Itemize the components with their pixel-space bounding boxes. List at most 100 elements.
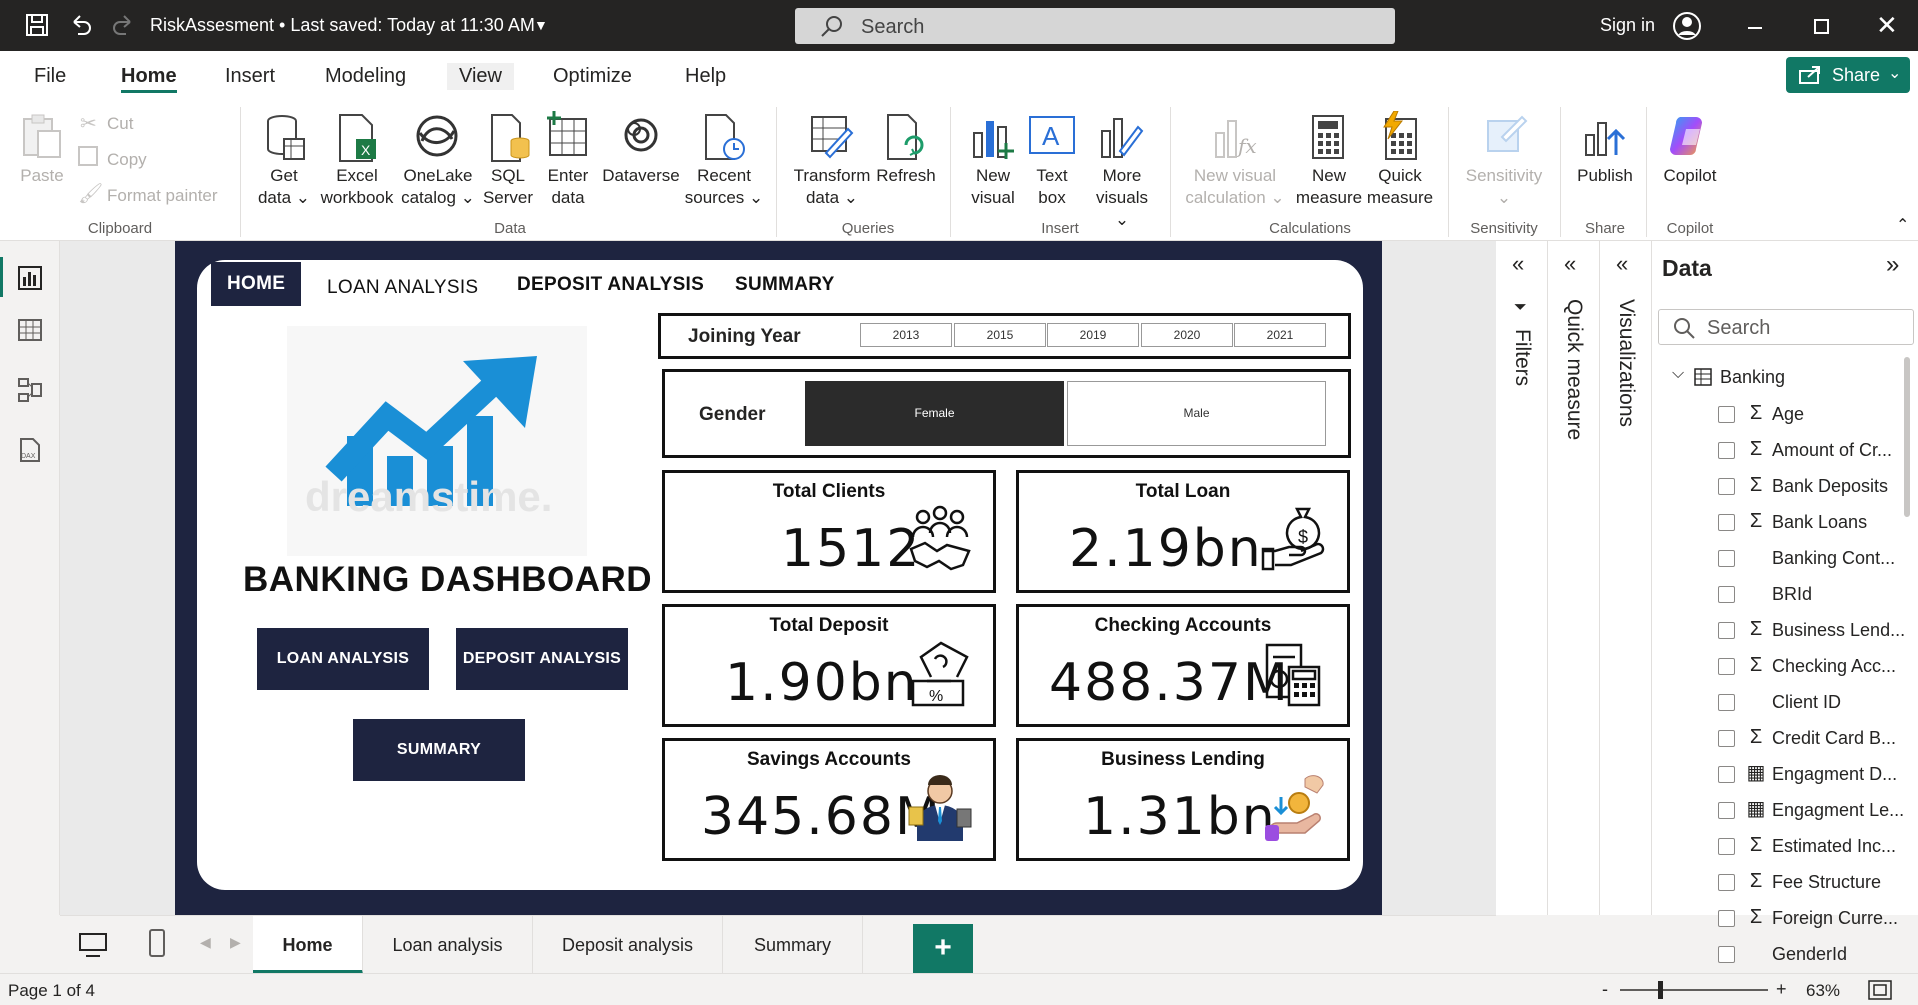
nav-tab-loan-analysis[interactable]: LOAN ANALYSIS xyxy=(327,277,479,298)
page-tab-loan-analysis[interactable]: Loan analysis xyxy=(363,916,533,974)
menu-file[interactable]: File xyxy=(34,65,67,87)
expand-filters-icon[interactable]: « xyxy=(1512,251,1525,276)
nav-tab-deposit-analysis[interactable]: DEPOSIT ANALYSIS xyxy=(517,274,705,295)
redo-icon[interactable] xyxy=(110,12,136,38)
field-checkbox[interactable] xyxy=(1718,586,1735,603)
collapse-data-pane-icon[interactable]: » xyxy=(1886,251,1900,278)
group-queries: Queries xyxy=(841,220,895,237)
maximize-icon[interactable] xyxy=(1814,19,1829,34)
field-checkbox[interactable] xyxy=(1718,478,1735,495)
sign-in-link[interactable]: Sign in xyxy=(1600,15,1656,35)
table-view-icon[interactable] xyxy=(17,317,43,343)
year-chip-2013[interactable]: 2013 xyxy=(860,323,952,347)
year-chip-2020[interactable]: 2020 xyxy=(1141,323,1233,347)
field-item[interactable]: GenderId xyxy=(1652,938,1918,972)
zoom-slider-thumb[interactable] xyxy=(1658,981,1663,999)
zoom-out-button[interactable]: - xyxy=(1602,979,1608,999)
field-item[interactable]: BRId xyxy=(1652,578,1918,612)
year-chip-2021[interactable]: 2021 xyxy=(1234,323,1326,347)
zoom-in-button[interactable]: + xyxy=(1776,979,1787,999)
field-name: BRId xyxy=(1772,584,1813,604)
quick-measure-pane-collapsed[interactable]: « Quick measure xyxy=(1548,241,1600,915)
field-item[interactable]: Σ Checking Acc... xyxy=(1652,650,1918,684)
field-checkbox[interactable] xyxy=(1718,730,1735,747)
search-box[interactable]: Search xyxy=(795,8,1395,44)
zoom-level[interactable]: 63% xyxy=(1806,981,1841,1000)
field-item[interactable]: Σ Age xyxy=(1652,398,1918,432)
title-dropdown-icon[interactable]: ▼ xyxy=(534,17,548,33)
share-button[interactable]: Share ⌄ xyxy=(1786,57,1910,93)
menu-view[interactable]: View xyxy=(447,63,514,90)
filters-pane-collapsed[interactable]: « ⏷ Filters xyxy=(1496,241,1548,915)
desktop-layout-icon[interactable] xyxy=(78,932,108,958)
nav-tab-summary[interactable]: SUMMARY xyxy=(735,274,835,295)
save-icon[interactable] xyxy=(24,12,50,38)
field-checkbox[interactable] xyxy=(1718,838,1735,855)
gender-option-male[interactable]: Male xyxy=(1067,381,1326,446)
field-checkbox[interactable] xyxy=(1718,442,1735,459)
more-visuals-label: More visuals ⌄ xyxy=(1090,165,1154,231)
expand-visualizations-icon[interactable]: « xyxy=(1616,251,1629,276)
field-item[interactable]: Σ Business Lend... xyxy=(1652,614,1918,648)
field-item[interactable]: Σ Estimated Inc... xyxy=(1652,830,1918,864)
dax-query-view-icon[interactable]: DAX xyxy=(17,437,43,463)
visualizations-pane-collapsed[interactable]: « Visualizations xyxy=(1600,241,1652,915)
year-chip-2015[interactable]: 2015 xyxy=(954,323,1046,347)
close-icon[interactable]: ✕ xyxy=(1876,10,1898,40)
deposit-analysis-button[interactable]: DEPOSIT ANALYSIS xyxy=(456,628,628,690)
expand-quick-measure-icon[interactable]: « xyxy=(1564,251,1577,276)
field-checkbox[interactable] xyxy=(1718,766,1735,783)
field-item[interactable]: Σ Bank Deposits xyxy=(1652,470,1918,504)
page-tab-summary[interactable]: Summary xyxy=(723,916,863,974)
field-item[interactable]: Banking Cont... xyxy=(1652,542,1918,576)
field-item[interactable]: ▦ Engagment D... xyxy=(1652,758,1918,792)
field-item[interactable]: Σ Amount of Cr... xyxy=(1652,434,1918,468)
field-checkbox[interactable] xyxy=(1718,694,1735,711)
menu-insert[interactable]: Insert xyxy=(225,65,276,87)
menu-home[interactable]: Home xyxy=(121,63,177,93)
data-pane-scrollbar[interactable] xyxy=(1904,357,1910,517)
menu-optimize[interactable]: Optimize xyxy=(553,65,632,87)
field-checkbox[interactable] xyxy=(1718,874,1735,891)
field-item[interactable]: Σ Credit Card B... xyxy=(1652,722,1918,756)
menu-help[interactable]: Help xyxy=(685,65,727,87)
field-checkbox[interactable] xyxy=(1718,946,1735,963)
model-view-icon[interactable] xyxy=(17,377,43,403)
table-banking[interactable]: ⌵ Banking xyxy=(1652,361,1918,395)
minimize-icon[interactable] xyxy=(1748,27,1762,29)
ribbon-collapse-icon[interactable]: ⌃ xyxy=(1896,217,1910,234)
data-search-input[interactable]: Search xyxy=(1658,309,1914,345)
field-item[interactable]: Σ Fee Structure xyxy=(1652,866,1918,900)
card-total-deposit: Total Deposit 1.90bn % xyxy=(662,604,996,727)
field-checkbox[interactable] xyxy=(1718,406,1735,423)
field-checkbox[interactable] xyxy=(1718,802,1735,819)
field-item[interactable]: ▦ Engagment Le... xyxy=(1652,794,1918,828)
undo-icon[interactable] xyxy=(68,12,94,38)
menu-modeling[interactable]: Modeling xyxy=(325,65,407,87)
table-expand-chevron-icon[interactable]: ⌵ xyxy=(1672,365,1685,382)
add-page-button[interactable]: + xyxy=(913,924,973,974)
field-checkbox[interactable] xyxy=(1718,550,1735,567)
account-icon[interactable] xyxy=(1672,11,1702,41)
page-tab-home[interactable]: Home xyxy=(253,916,363,974)
report-view-icon[interactable] xyxy=(17,265,43,291)
field-item[interactable]: Σ Foreign Curre... xyxy=(1652,902,1918,936)
field-item[interactable]: Client ID xyxy=(1652,686,1918,720)
year-chip-2019[interactable]: 2019 xyxy=(1047,323,1139,347)
field-checkbox[interactable] xyxy=(1718,910,1735,927)
field-checkbox[interactable] xyxy=(1718,622,1735,639)
mobile-layout-icon[interactable] xyxy=(148,928,166,958)
nav-tab-home[interactable]: HOME xyxy=(211,262,302,306)
status-bar: Page 1 of 4 - + 63% xyxy=(0,973,1918,1005)
fit-to-page-icon[interactable] xyxy=(1868,980,1892,1000)
summary-button[interactable]: SUMMARY xyxy=(353,719,525,781)
loan-analysis-button[interactable]: LOAN ANALYSIS xyxy=(257,628,429,690)
field-item[interactable]: Σ Bank Loans xyxy=(1652,506,1918,540)
field-checkbox[interactable] xyxy=(1718,514,1735,531)
page-tab-deposit-analysis[interactable]: Deposit analysis xyxy=(533,916,723,974)
zoom-slider[interactable] xyxy=(1620,981,1768,999)
gender-option-female[interactable]: Female xyxy=(805,381,1064,446)
next-page-icon[interactable]: ▶ xyxy=(230,934,241,950)
prev-page-icon[interactable]: ◀ xyxy=(200,934,211,950)
field-checkbox[interactable] xyxy=(1718,658,1735,675)
